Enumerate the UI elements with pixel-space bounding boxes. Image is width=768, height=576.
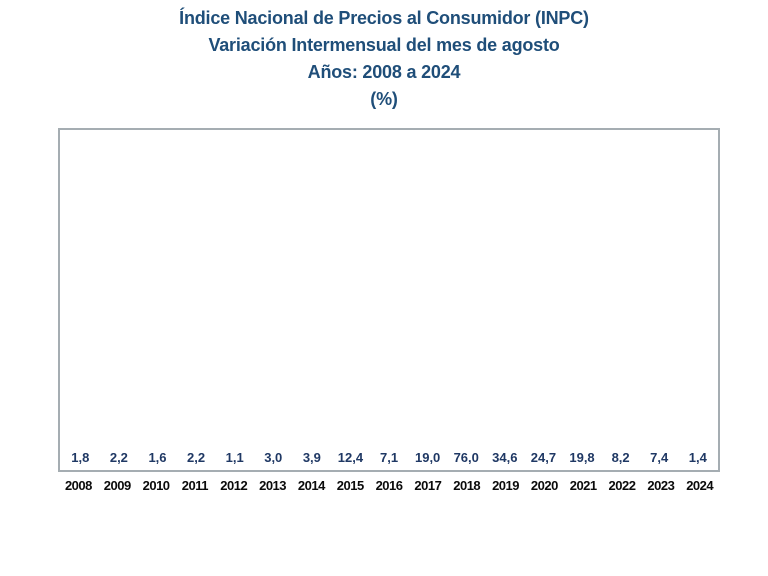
bar-column: 2,2 (177, 450, 216, 470)
x-axis-label: 2022 (608, 478, 636, 493)
x-axis-label: 2020 (530, 478, 558, 493)
bar-column: 3,0 (254, 450, 293, 470)
bar-value-label: 7,4 (650, 450, 669, 465)
bar-column: 34,6 (486, 450, 525, 470)
plot-area: 1,8 2,2 1,6 2,2 1,1 3,0 3,9 12,4 7,1 19,0 76,0 34,6… (58, 128, 720, 472)
bar-column: 19,0 (408, 450, 447, 470)
x-axis-label: 2012 (220, 478, 248, 493)
bar-value-label: 7,1 (380, 450, 399, 465)
bar-value-label: 19,8 (569, 450, 595, 465)
bar-column: 7,1 (370, 450, 409, 470)
x-axis-label: 2008 (64, 478, 92, 493)
bar-value-label: 24,7 (530, 450, 557, 465)
x-axis-label: 2024 (686, 478, 714, 493)
bar-column: 1,8 (61, 450, 100, 470)
bar-column: 3,9 (293, 450, 332, 470)
x-axis-label: 2010 (142, 478, 170, 493)
bar-value-label: 34,6 (492, 450, 518, 465)
bar-column: 2,2 (100, 450, 139, 470)
chart-title: Índice Nacional de Precios al Consumidor… (0, 5, 768, 113)
x-axis-label: 2014 (297, 478, 325, 493)
x-axis-labels: 2008 2009 2010 2011 2012 2013 2014 2015 2016 2017… (58, 478, 720, 493)
bars-row: 1,8 2,2 1,6 2,2 1,1 3,0 3,9 12,4 7,1 19,0 76,0 34,6… (60, 130, 718, 470)
bar-column: 7,4 (640, 450, 679, 470)
x-axis-label: 2019 (492, 478, 519, 493)
bar-value-label: 8,2 (611, 450, 630, 465)
bar-column: 76,0 (447, 450, 486, 470)
x-axis-label: 2023 (647, 478, 675, 493)
x-axis-label: 2017 (414, 478, 442, 493)
bar-value-label: 1,8 (71, 450, 90, 465)
x-axis-label: 2016 (375, 478, 403, 493)
bar-value-label: 76,0 (453, 450, 479, 465)
bar-column: 24,7 (524, 450, 563, 470)
bar-column: 19,8 (563, 450, 602, 470)
bar-value-label: 1,4 (688, 450, 707, 465)
x-axis-label: 2013 (259, 478, 287, 493)
bar-column: 8,2 (601, 450, 640, 470)
chart-title-line-2: Variación Intermensual del mes de agosto (208, 35, 560, 55)
bar-value-label: 3,0 (264, 450, 283, 465)
bar-value-label: 1,6 (148, 450, 167, 465)
x-axis-label: 2018 (453, 478, 481, 493)
x-axis-label: 2011 (181, 478, 209, 493)
bar-value-label: 1,1 (225, 450, 244, 465)
x-axis-label: 2009 (103, 478, 131, 493)
chart-title-line-3: Años: 2008 a 2024 (307, 62, 461, 82)
x-axis-label: 2015 (336, 478, 364, 493)
bar-value-label: 2,2 (109, 450, 128, 465)
bar-value-label: 19,0 (414, 450, 441, 465)
chart-title-line-4: (%) (370, 89, 398, 109)
bar-column: 1,4 (679, 450, 718, 470)
bar-value-label: 2,2 (187, 450, 206, 465)
bar-column: 12,4 (331, 450, 370, 470)
bar-column: 1,1 (215, 450, 254, 470)
bar-value-label: 3,9 (302, 450, 321, 465)
chart-title-line-1: Índice Nacional de Precios al Consumidor… (179, 8, 589, 28)
bar-value-label: 12,4 (337, 450, 364, 465)
x-axis-label: 2021 (569, 478, 597, 493)
bar-column: 1,6 (138, 450, 177, 470)
